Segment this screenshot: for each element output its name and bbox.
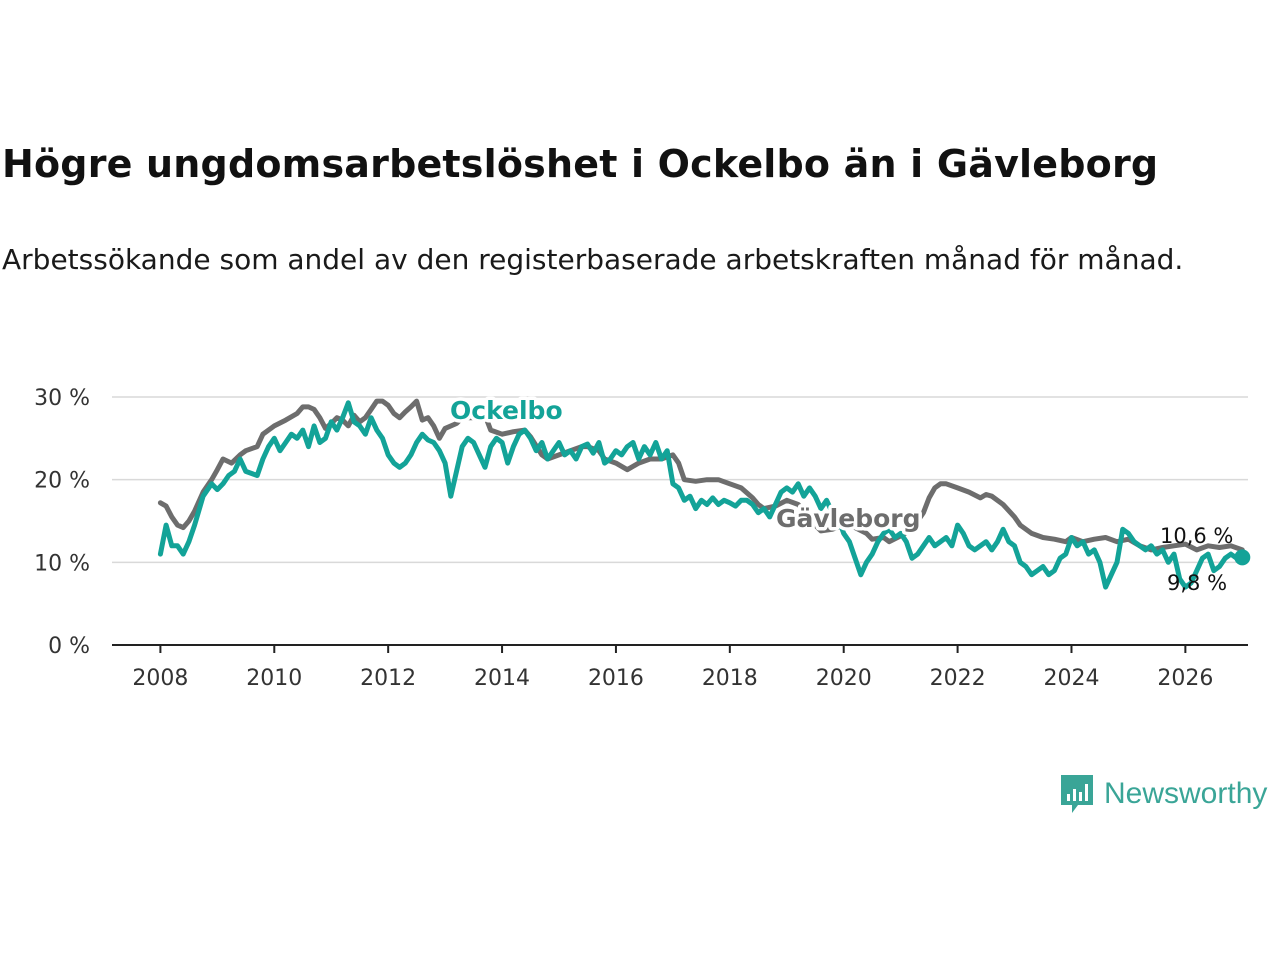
- x-tick-label: 2008: [132, 666, 188, 691]
- x-tick-label: 2016: [588, 666, 644, 691]
- series-layer: [157, 398, 1251, 590]
- series-label-ockelbo-halo: Ockelbo: [450, 396, 563, 425]
- series-line-ockelbo: [157, 400, 1245, 590]
- chart-subtitle: Arbetssökande som andel av den registerb…: [2, 243, 1184, 276]
- x-tick-label: 2024: [1043, 666, 1099, 691]
- x-tick-label: 2018: [702, 666, 758, 691]
- y-tick-label: 30 %: [34, 386, 90, 411]
- bar-chart-speech-bubble-icon: [1061, 775, 1093, 813]
- series-line-g-vleborg: [157, 398, 1245, 553]
- x-axis-ticks: 2008 2010 2012 2014 2016 2018 2020 2022 2024 2026: [132, 645, 1213, 691]
- end-value-label-ockelbo: 10,6 %: [1160, 524, 1233, 548]
- x-tick-label: 2012: [360, 666, 416, 691]
- chart-title: Högre ungdomsarbetslöshet i Ockelbo än i…: [2, 142, 1159, 186]
- x-tick-label: 2014: [474, 666, 530, 691]
- end-value-label-gavleborg: 9,8 %: [1167, 571, 1227, 595]
- x-tick-label: 2022: [930, 666, 986, 691]
- x-tick-label: 2010: [246, 666, 302, 691]
- y-tick-label: 0 %: [48, 634, 90, 659]
- y-axis-ticks: 0 % 10 % 20 % 30 %: [34, 386, 90, 659]
- logo-text: Newsworthy: [1104, 777, 1268, 810]
- endpoint-marker: [1234, 549, 1251, 566]
- y-tick-label: 20 %: [34, 469, 90, 494]
- x-tick-label: 2020: [816, 666, 872, 691]
- series-label-gavleborg: Gävleborg: [776, 504, 921, 533]
- x-tick-label: 2026: [1157, 666, 1213, 691]
- series-label-ockelbo: Ockelbo: [450, 396, 563, 425]
- y-tick-label: 10 %: [34, 551, 90, 576]
- line-chart: 0 % 10 % 20 % 30 % 2008 2010 2012 2014 2016 2018…: [34, 386, 1251, 691]
- series-label-gavleborg-halo: Gävleborg: [776, 504, 921, 533]
- grid-layer: [112, 396, 1248, 646]
- newsworthy-logo: Newsworthy: [1058, 772, 1267, 816]
